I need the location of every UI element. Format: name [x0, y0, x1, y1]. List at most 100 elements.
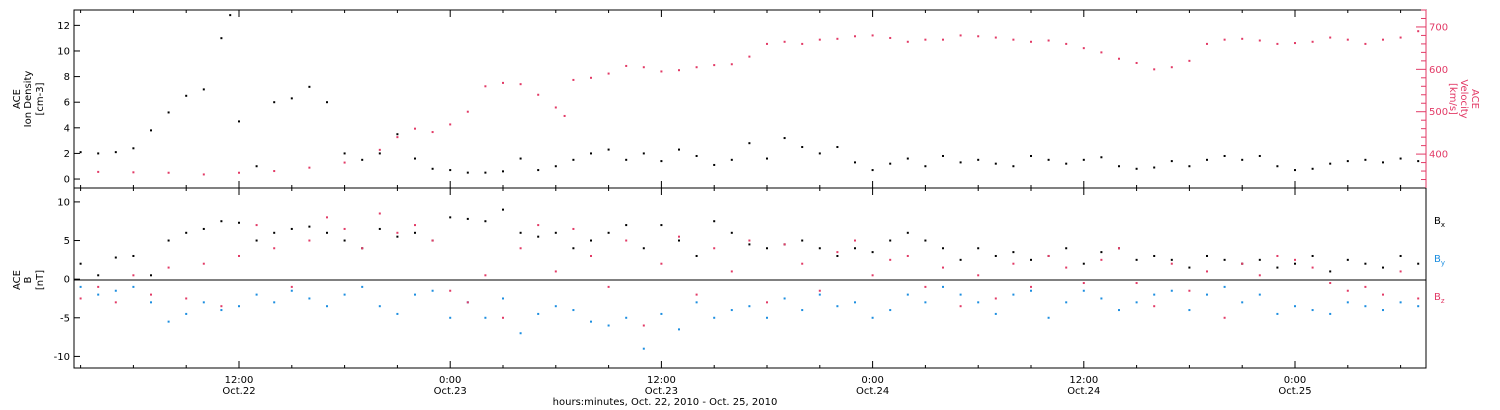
density-point	[273, 101, 276, 104]
field-point-bz	[607, 285, 610, 288]
field-point-bx	[255, 239, 258, 242]
density-point	[607, 148, 610, 151]
top-panel-frame	[73, 9, 1427, 189]
field-point-by	[1118, 309, 1120, 312]
velocity-axis-label: ACE Velocity [km/s]	[1447, 79, 1480, 118]
density-point	[378, 152, 381, 155]
velocity-point	[484, 85, 487, 88]
velocity-point	[730, 63, 733, 66]
field-point-by	[854, 301, 856, 304]
field-point-by	[572, 309, 575, 312]
density-point	[132, 147, 135, 150]
field-point-by	[942, 285, 944, 288]
field-point-by	[748, 305, 751, 308]
field-point-bx	[924, 239, 927, 242]
field-point-bz	[378, 212, 381, 215]
field-point-bx	[1294, 262, 1296, 265]
density-point	[1153, 166, 1156, 169]
density-point	[308, 85, 311, 88]
density-point	[519, 157, 522, 160]
velocity-point	[1100, 51, 1103, 54]
velocity-point	[1065, 42, 1068, 45]
density-point	[238, 120, 240, 123]
density-point	[1258, 154, 1261, 157]
density-point	[1346, 160, 1349, 163]
field-point-bx	[642, 247, 645, 250]
density-point	[79, 151, 82, 154]
field-point-bx	[678, 239, 680, 242]
field-point-by	[1100, 297, 1103, 300]
density-tick-label: 12	[57, 21, 70, 32]
field-label-line3: [nT]	[35, 270, 46, 290]
field-point-bx	[273, 231, 276, 234]
velocity-tick-label: 600	[1429, 65, 1448, 76]
field-point-bz	[414, 224, 416, 227]
density-point	[1223, 154, 1226, 157]
field-point-bz	[220, 305, 223, 308]
field-point-bx	[466, 217, 469, 220]
velocity-point	[1206, 42, 1208, 45]
density-point	[1206, 158, 1208, 161]
field-point-by	[1399, 301, 1402, 304]
field-point-by	[713, 316, 716, 319]
field-point-bx	[889, 239, 892, 242]
field-point-bx	[660, 224, 663, 227]
field-point-bx	[695, 254, 698, 257]
field-point-by	[238, 305, 240, 308]
bottom-panel-data	[79, 208, 1420, 350]
field-point-by	[1153, 293, 1156, 296]
field-point-by	[79, 285, 82, 288]
velocity-point	[519, 83, 522, 86]
field-point-bz	[185, 297, 188, 300]
density-point	[466, 171, 469, 174]
field-point-bx	[1311, 254, 1314, 257]
field-point-bz	[273, 247, 276, 250]
field-point-bz	[114, 301, 117, 304]
density-point	[554, 165, 557, 168]
field-point-bz	[801, 262, 804, 265]
field-point-bx	[1100, 251, 1103, 254]
field-tick-label: 0	[64, 275, 70, 286]
field-point-bz	[1399, 270, 1402, 273]
field-point-by	[1258, 293, 1261, 296]
density-point	[220, 37, 223, 40]
field-point-bx	[1346, 258, 1349, 261]
velocity-point	[1311, 40, 1314, 43]
field-point-bx	[854, 247, 856, 250]
density-point	[713, 163, 716, 166]
velocity-label-line1: ACE	[1469, 89, 1480, 109]
field-point-bz	[871, 274, 874, 277]
field-point-by	[1241, 301, 1244, 304]
field-point-by	[502, 297, 504, 300]
velocity-point	[1012, 38, 1015, 41]
velocity-point	[1294, 42, 1296, 45]
field-point-by	[1294, 305, 1296, 308]
velocity-point	[414, 127, 416, 130]
density-point	[114, 151, 117, 154]
field-point-bz	[642, 324, 645, 327]
field-point-bz	[1311, 266, 1314, 269]
field-point-by	[132, 285, 135, 288]
field-axis-label: ACE B [nT]	[12, 270, 46, 290]
density-point	[748, 142, 751, 145]
velocity-point	[1047, 39, 1050, 42]
density-point	[449, 169, 452, 172]
density-tick-label: 8	[64, 72, 70, 83]
velocity-point	[783, 40, 786, 43]
density-point	[150, 129, 152, 132]
legend-bx-label: B	[1434, 216, 1441, 227]
field-point-bz	[748, 239, 751, 242]
field-point-bx	[185, 231, 188, 234]
field-point-by	[1364, 305, 1367, 308]
velocity-point	[1118, 57, 1120, 60]
density-point	[766, 157, 768, 160]
density-point	[889, 162, 892, 165]
field-point-bz	[713, 247, 716, 250]
density-point	[290, 97, 293, 100]
density-point	[1188, 165, 1191, 168]
top-panel-data	[79, 14, 1420, 176]
legend-bz-label: B	[1434, 292, 1441, 303]
velocity-point	[660, 70, 663, 73]
field-point-bx	[167, 239, 170, 242]
field-point-by	[167, 320, 170, 323]
